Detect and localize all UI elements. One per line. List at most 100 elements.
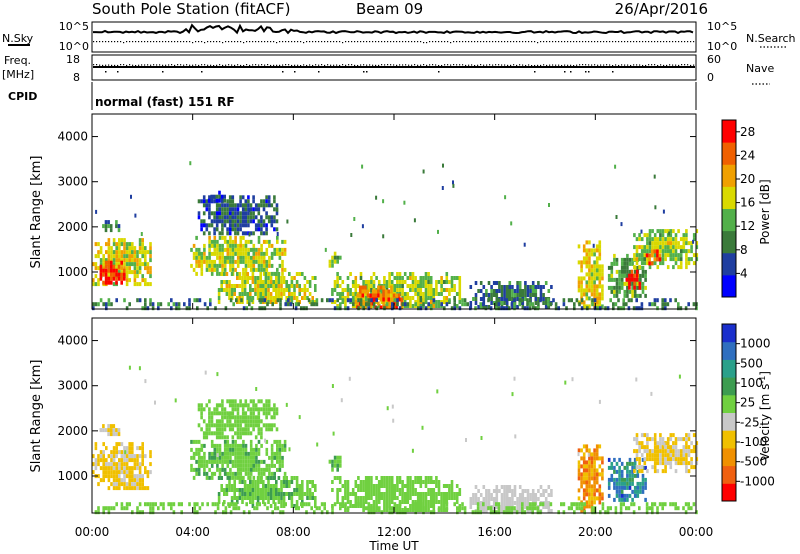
- data-cell: [375, 504, 378, 508]
- nsearch-point: [633, 41, 635, 43]
- data-cell: [233, 292, 236, 296]
- data-cell: [239, 199, 242, 204]
- data-cell: [267, 500, 270, 504]
- data-cell: [590, 268, 594, 273]
- data-cell: [331, 255, 334, 260]
- data-cell: [226, 199, 229, 204]
- nave-point: [183, 64, 185, 66]
- data-cell: [120, 506, 124, 511]
- data-cell: [485, 489, 488, 493]
- data-cell: [162, 506, 165, 511]
- data-cell: [257, 471, 261, 476]
- nsearch-point: [546, 41, 548, 43]
- data-cell: [536, 506, 540, 511]
- data-cell: [333, 288, 337, 292]
- data-cell: [398, 502, 402, 507]
- data-cell: [595, 268, 599, 273]
- data-cell: [221, 227, 224, 232]
- data-cell: [585, 476, 589, 481]
- data-cell: [283, 267, 287, 272]
- data-cell: [414, 284, 417, 288]
- data-cell: [241, 288, 244, 292]
- data-cell: [252, 259, 256, 264]
- data-cell: [247, 247, 250, 252]
- data-cell: [277, 492, 281, 496]
- data-cell: [221, 251, 224, 256]
- data-cell: [231, 427, 235, 432]
- data-cell: [256, 284, 260, 288]
- data-cell: [239, 403, 242, 408]
- data-cell: [151, 306, 155, 311]
- nsearch-point: [96, 41, 98, 43]
- data-cell: [136, 478, 139, 483]
- data-cell: [125, 262, 129, 267]
- data-cell: [628, 481, 632, 486]
- data-cell: [236, 415, 240, 420]
- data-cell: [580, 276, 583, 281]
- nsearch-point: [321, 41, 323, 43]
- data-cell: [141, 262, 144, 267]
- nave-point: [255, 64, 257, 66]
- data-cell: [685, 237, 688, 242]
- data-cell: [205, 223, 209, 228]
- nsearch-point: [123, 42, 125, 44]
- nsearch-point: [465, 41, 467, 43]
- data-cell: [244, 247, 248, 252]
- data-cell: [440, 496, 443, 500]
- data-cell: [239, 419, 242, 424]
- nave-point: [432, 64, 434, 66]
- data-cell: [228, 484, 231, 488]
- data-cell: [679, 237, 683, 242]
- nave-point-low: [585, 71, 587, 73]
- data-cell: [370, 480, 373, 484]
- data-cell: [141, 486, 144, 491]
- data-cell: [658, 257, 662, 262]
- data-cell: [105, 506, 108, 511]
- data-cell: [497, 306, 501, 311]
- data-cell: [529, 293, 532, 297]
- nsearch-point: [663, 41, 665, 43]
- data-cell: [239, 251, 243, 256]
- nave-point: [168, 64, 170, 66]
- data-cell: [149, 254, 152, 259]
- data-cell: [107, 280, 110, 285]
- data-cell: [503, 497, 506, 501]
- data-cell: [138, 250, 142, 255]
- data-cell: [643, 461, 647, 466]
- data-cell: [511, 497, 514, 501]
- data-cell: [357, 496, 360, 500]
- data-cell: [554, 306, 558, 311]
- data-cell: [661, 506, 664, 511]
- data-cell: [177, 502, 181, 507]
- data-cell: [202, 211, 206, 216]
- data-cell: [626, 469, 629, 474]
- data-cell: [249, 207, 253, 212]
- nsearch-point: [294, 41, 296, 43]
- data-cell: [230, 272, 234, 276]
- data-cell: [262, 267, 266, 272]
- data-cell: [128, 482, 131, 487]
- data-cell: [640, 453, 644, 458]
- data-cell: [293, 488, 296, 492]
- data-cell: [226, 443, 230, 448]
- data-cell: [593, 464, 596, 469]
- data-cell: [249, 292, 252, 296]
- nsearch-point: [129, 41, 131, 43]
- data-cell: [497, 510, 501, 515]
- data-cell: [458, 276, 462, 280]
- data-cell: [640, 469, 644, 474]
- data-cell: [244, 455, 248, 460]
- data-cell: [265, 247, 269, 252]
- data-cell: [615, 469, 619, 474]
- data-cell: [424, 508, 428, 512]
- data-cell: [362, 296, 365, 300]
- data-cell: [445, 272, 449, 276]
- nsearch-point: [279, 41, 281, 43]
- data-cell: [267, 476, 270, 480]
- data-cell: [508, 510, 511, 515]
- nave-point: [450, 64, 452, 66]
- data-cell: [272, 300, 275, 304]
- data-cell: [262, 467, 266, 472]
- data-cell: [456, 510, 459, 515]
- data-cell: [585, 460, 589, 465]
